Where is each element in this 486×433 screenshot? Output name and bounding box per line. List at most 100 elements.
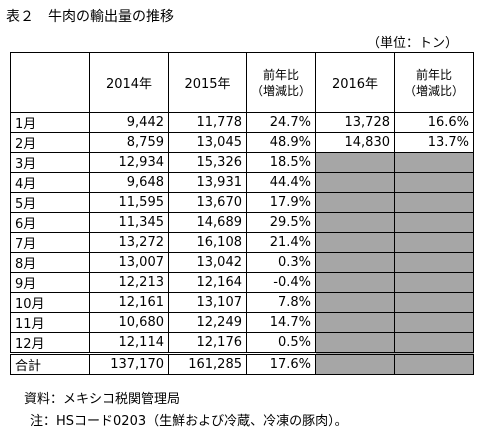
table-title: 表２ 牛肉の輸出量の推移 <box>6 9 174 25</box>
cell-2016 <box>315 172 395 193</box>
export-volume-table: 2014年 2015年 前年比 （増減比） 2016年 前年比 （増減比） 1月… <box>10 52 474 375</box>
table-row: 2月 8,759 13,045 48.9% 14,830 13.7% <box>10 132 474 153</box>
cell-2014: 9,442 <box>89 112 169 133</box>
cell-2016: 13,728 <box>315 112 395 133</box>
header-ratio-2015-line1: 前年比 <box>262 67 299 82</box>
cell-month: 9月 <box>10 272 90 293</box>
cell-2015: 13,670 <box>168 192 247 213</box>
table-row: 8月 13,007 13,042 0.3% <box>10 252 474 273</box>
cell-ratio-2015: 0.3% <box>246 252 316 273</box>
cell-2015: 14,689 <box>168 212 247 233</box>
cell-month: 12月 <box>10 332 90 354</box>
header-ratio-2016-line2: （増減比） <box>403 83 464 98</box>
cell-month: 1月 <box>10 112 90 133</box>
cell-ratio-2016 <box>394 292 474 313</box>
cell-2016 <box>315 152 395 173</box>
header-2014: 2014年 <box>89 52 169 113</box>
cell-ratio-2016: 16.6% <box>394 112 474 133</box>
cell-2015: 11,778 <box>168 112 247 133</box>
cell-month: 合計 <box>10 352 90 375</box>
cell-2015: 13,042 <box>168 252 247 273</box>
cell-2016 <box>315 352 395 375</box>
table-row: 6月 11,345 14,689 29.5% <box>10 212 474 233</box>
cell-2014: 12,114 <box>89 332 169 354</box>
unit-label: （単位：トン） <box>366 36 458 51</box>
cell-month: 10月 <box>10 292 90 313</box>
header-ratio-2015: 前年比 （増減比） <box>246 52 316 113</box>
table-row: 7月 13,272 16,108 21.4% <box>10 232 474 253</box>
total-row: 合計 137,170 161,285 17.6% <box>10 352 474 375</box>
cell-2014: 8,759 <box>89 132 169 153</box>
cell-2015: 161,285 <box>168 352 247 375</box>
cell-2014: 13,272 <box>89 232 169 253</box>
cell-2015: 13,045 <box>168 132 247 153</box>
cell-2014: 10,680 <box>89 312 169 333</box>
table-row: 10月 12,161 13,107 7.8% <box>10 292 474 313</box>
cell-2014: 13,007 <box>89 252 169 273</box>
cell-ratio-2016 <box>394 332 474 354</box>
cell-2014: 11,595 <box>89 192 169 213</box>
cell-ratio-2016 <box>394 212 474 233</box>
header-2015: 2015年 <box>168 52 247 113</box>
header-ratio-2016-line1: 前年比 <box>415 67 452 82</box>
cell-2014: 11,345 <box>89 212 169 233</box>
cell-2014: 137,170 <box>89 352 169 375</box>
cell-month: 7月 <box>10 232 90 253</box>
cell-month: 5月 <box>10 192 90 213</box>
cell-ratio-2016 <box>394 172 474 193</box>
cell-2016 <box>315 232 395 253</box>
cell-2016: 14,830 <box>315 132 395 153</box>
header-ratio-2015-line2: （増減比） <box>251 83 312 98</box>
cell-ratio-2015: 48.9% <box>246 132 316 153</box>
table-row: 4月 9,648 13,931 44.4% <box>10 172 474 193</box>
cell-2015: 12,249 <box>168 312 247 333</box>
table-row: 1月 9,442 11,778 24.7% 13,728 16.6% <box>10 112 474 133</box>
cell-2014: 9,648 <box>89 172 169 193</box>
cell-2014: 12,213 <box>89 272 169 293</box>
cell-2016 <box>315 332 395 354</box>
cell-2016 <box>315 252 395 273</box>
table-row: 9月 12,213 12,164 -0.4% <box>10 272 474 293</box>
cell-2015: 12,176 <box>168 332 247 354</box>
cell-ratio-2015: 14.7% <box>246 312 316 333</box>
cell-ratio-2015: 17.6% <box>246 352 316 375</box>
cell-2015: 15,326 <box>168 152 247 173</box>
cell-2014: 12,161 <box>89 292 169 313</box>
cell-ratio-2015: 0.5% <box>246 332 316 354</box>
header-row: 2014年 2015年 前年比 （増減比） 2016年 前年比 （増減比） <box>10 52 474 113</box>
cell-2015: 13,931 <box>168 172 247 193</box>
cell-ratio-2016 <box>394 232 474 253</box>
cell-ratio-2016 <box>394 152 474 173</box>
cell-ratio-2015: 17.9% <box>246 192 316 213</box>
header-2016: 2016年 <box>315 52 395 113</box>
header-blank <box>10 52 90 113</box>
cell-ratio-2016 <box>394 312 474 333</box>
footnote: 注：HSコード0203（生鮮および冷蔵、冷凍の豚肉）。 <box>30 414 348 429</box>
cell-ratio-2015: 7.8% <box>246 292 316 313</box>
cell-month: 3月 <box>10 152 90 173</box>
table-row: 5月 11,595 13,670 17.9% <box>10 192 474 213</box>
cell-ratio-2015: -0.4% <box>246 272 316 293</box>
cell-ratio-2015: 18.5% <box>246 152 316 173</box>
cell-ratio-2016 <box>394 192 474 213</box>
cell-2016 <box>315 312 395 333</box>
source-note: 資料：メキシコ税関管理局 <box>24 392 181 407</box>
cell-month: 8月 <box>10 252 90 273</box>
table-body: 1月 9,442 11,778 24.7% 13,728 16.6% 2月 8,759 13,0… <box>10 112 474 375</box>
cell-2015: 16,108 <box>168 232 247 253</box>
cell-ratio-2016: 13.7% <box>394 132 474 153</box>
cell-2015: 12,164 <box>168 272 247 293</box>
cell-2016 <box>315 192 395 213</box>
cell-2016 <box>315 292 395 313</box>
table-row: 11月 10,680 12,249 14.7% <box>10 312 474 333</box>
table-row: 12月 12,114 12,176 0.5% <box>10 332 474 354</box>
cell-ratio-2016 <box>394 252 474 273</box>
cell-ratio-2016 <box>394 272 474 293</box>
cell-ratio-2016 <box>394 352 474 375</box>
cell-month: 6月 <box>10 212 90 233</box>
cell-2015: 13,107 <box>168 292 247 313</box>
cell-month: 2月 <box>10 132 90 153</box>
table-row: 3月 12,934 15,326 18.5% <box>10 152 474 173</box>
cell-month: 4月 <box>10 172 90 193</box>
header-ratio-2016: 前年比 （増減比） <box>394 52 474 113</box>
